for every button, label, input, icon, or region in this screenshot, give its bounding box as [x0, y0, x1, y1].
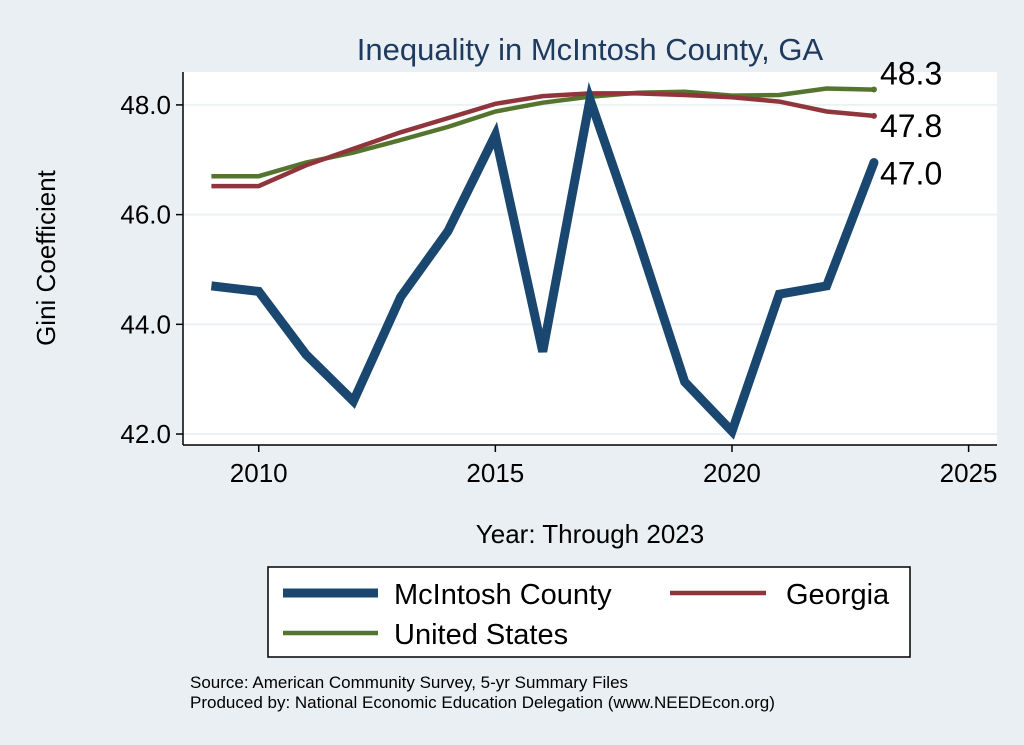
x-tick-label: 2015 — [466, 458, 524, 488]
y-tick-label: 48.0 — [120, 90, 171, 120]
series-line-mcintosh-county — [210, 81, 879, 440]
legend: McIntosh County Georgia United States — [267, 566, 911, 658]
y-tick-label: 42.0 — [120, 419, 171, 449]
plot-area — [183, 72, 997, 445]
legend-box — [267, 566, 911, 658]
series-line-georgia — [211, 91, 875, 189]
end-point-georgia — [870, 112, 877, 119]
legend-label-georgia: Georgia — [786, 579, 890, 611]
y-tick-label: 46.0 — [120, 200, 171, 230]
end-label-georgia: 47.8 — [880, 108, 942, 144]
x-tick-label: 2020 — [703, 458, 761, 488]
end-point-united-states — [870, 86, 877, 93]
x-tick-label: 2010 — [230, 458, 288, 488]
produced-by-note: Produced by: National Economic Education… — [190, 693, 775, 712]
y-tick-label: 44.0 — [120, 309, 171, 339]
y-axis-title: Gini Coefficient — [31, 169, 61, 346]
source-note: Source: American Community Survey, 5-yr … — [190, 673, 628, 692]
series-lines — [210, 81, 879, 440]
x-axis-title: Year: Through 2023 — [476, 519, 704, 549]
axes: 42.0 44.0 46.0 48.0 2010 2015 2020 2025 — [120, 72, 998, 488]
end-point-mcintosh-county — [869, 158, 879, 168]
legend-label-mcintosh-county: McIntosh County — [394, 579, 612, 611]
end-label-mcintosh-county: 47.0 — [880, 156, 942, 192]
legend-label-united-states: United States — [394, 619, 568, 651]
end-labels: 47.0 47.8 48.3 — [880, 56, 942, 192]
x-tick-label: 2025 — [940, 458, 998, 488]
end-label-united-states: 48.3 — [880, 56, 942, 92]
chart-title: Inequality in McIntosh County, GA — [357, 32, 824, 67]
